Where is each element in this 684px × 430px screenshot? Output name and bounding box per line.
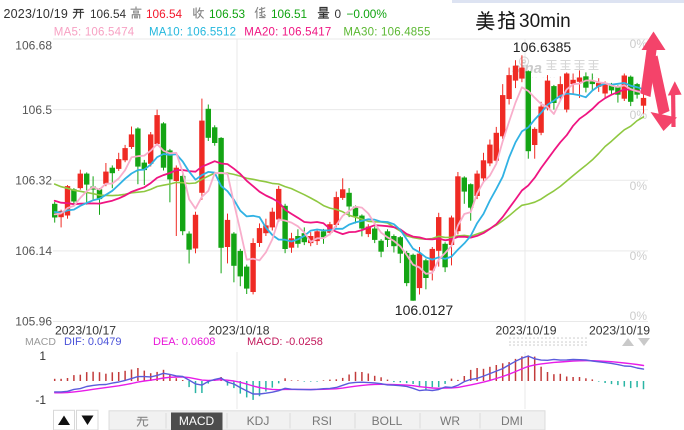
svg-text:1: 1 (39, 349, 46, 363)
svg-text:0%: 0% (630, 309, 648, 323)
svg-text:2023/10/17: 2023/10/17 (55, 324, 116, 338)
svg-text:2023/10/19: 2023/10/19 (589, 324, 650, 338)
svg-text:30min: 30min (519, 11, 571, 32)
svg-text:106.6385: 106.6385 (513, 39, 572, 55)
svg-text:106.0127: 106.0127 (395, 302, 454, 318)
svg-text:0%: 0% (630, 108, 648, 122)
svg-text:···· ···· · ···· ····: ···· ···· · ···· ···· (524, 74, 600, 81)
svg-text:2023/10/18: 2023/10/18 (209, 324, 270, 338)
svg-text:MA20: 106.5417: MA20: 106.5417 (244, 27, 331, 39)
svg-text:RSI: RSI (312, 414, 332, 428)
svg-text:WR: WR (440, 414, 460, 428)
svg-text:MACD: -0.0258: MACD: -0.0258 (247, 336, 323, 348)
svg-text:0%: 0% (630, 179, 648, 193)
svg-text:106.53: 106.53 (209, 7, 246, 21)
svg-text:2023/10/19: 2023/10/19 (4, 7, 69, 21)
svg-text:2023/10/19: 2023/10/19 (496, 324, 557, 338)
svg-text:106.51: 106.51 (271, 7, 307, 21)
svg-text:MACD: MACD (179, 414, 215, 428)
svg-text:BOLL: BOLL (372, 414, 403, 428)
svg-text:DIF: 0.0479: DIF: 0.0479 (64, 336, 121, 348)
svg-text:105.96: 105.96 (15, 315, 52, 329)
svg-text:106.54: 106.54 (146, 7, 183, 21)
svg-text:MA30: 106.4855: MA30: 106.4855 (343, 27, 430, 39)
svg-text:DMI: DMI (501, 414, 523, 428)
svg-text:0: 0 (335, 7, 342, 21)
svg-text:106.54: 106.54 (90, 7, 127, 21)
svg-text:−0.00%: −0.00% (347, 7, 388, 21)
svg-text:0%: 0% (630, 37, 648, 51)
svg-text:MA5: 106.5474: MA5: 106.5474 (54, 27, 135, 39)
svg-text:106.14: 106.14 (15, 244, 52, 258)
svg-text:106.32: 106.32 (15, 174, 52, 188)
svg-text:KDJ: KDJ (247, 414, 270, 428)
svg-text:-1: -1 (35, 393, 46, 407)
svg-text:0%: 0% (630, 249, 648, 263)
svg-text:106.5: 106.5 (22, 103, 52, 117)
svg-text:106.68: 106.68 (15, 39, 52, 53)
svg-text:MACD: MACD (25, 336, 56, 348)
svg-text:DEA: 0.0608: DEA: 0.0608 (153, 336, 215, 348)
svg-text:MA10: 106.5512: MA10: 106.5512 (149, 27, 236, 39)
